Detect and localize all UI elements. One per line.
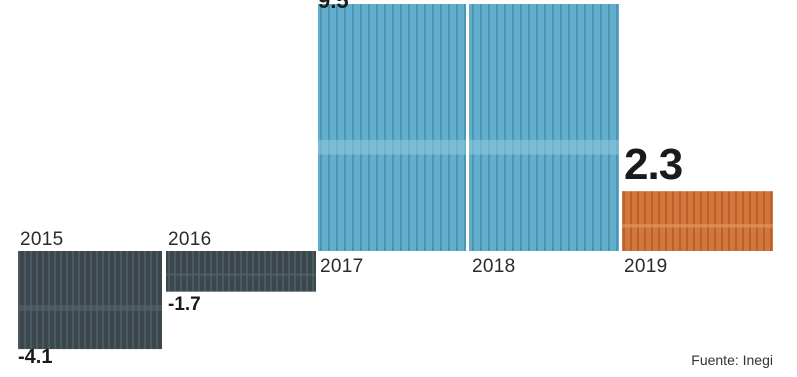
bar-detail-2019 [622, 224, 773, 228]
bar-separator [466, 4, 469, 251]
year-label-2019: 2019 [624, 256, 668, 277]
bar-detail-2017 [318, 139, 466, 155]
source-note: Fuente: Inegi [691, 352, 773, 368]
bar-2016 [166, 251, 316, 292]
year-label-2015: 2015 [20, 229, 64, 250]
year-label-2016: 2016 [168, 229, 212, 250]
bar-2015 [18, 251, 162, 350]
bar-detail-2016 [166, 273, 316, 276]
bar-2017 [318, 4, 466, 251]
year-label-2017: 2017 [320, 256, 364, 277]
value-label-2016: -1.7 [168, 294, 201, 315]
bar-detail-2015 [18, 304, 162, 311]
value-label-2019: 2.3 [624, 140, 683, 189]
year-label-2018: 2018 [472, 256, 516, 277]
bar-detail-2018 [469, 139, 619, 155]
bar-2019 [622, 191, 773, 251]
value-label-2015: -4.1 [18, 346, 53, 368]
bar-2018 [469, 4, 619, 251]
value-label-2017: 9.5 [318, 0, 349, 13]
